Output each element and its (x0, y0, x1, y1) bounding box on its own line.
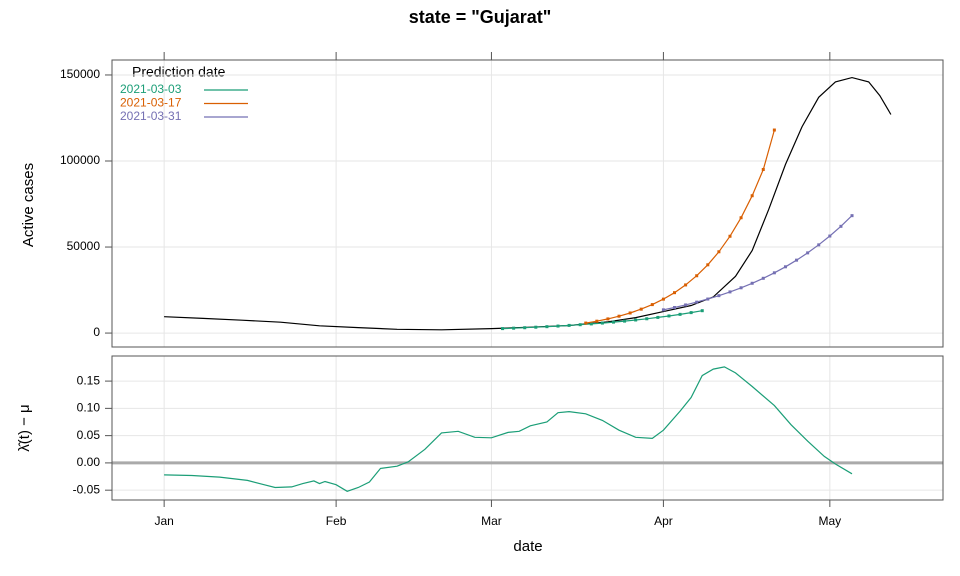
y-tick-label: 0.15 (77, 373, 101, 387)
data-point (761, 167, 765, 171)
data-point (817, 243, 821, 247)
data-point (512, 326, 516, 330)
data-point (706, 263, 710, 267)
legend-title: Prediction date (132, 64, 226, 80)
data-point (678, 312, 682, 316)
data-point (523, 326, 527, 330)
data-point (623, 319, 627, 323)
y-tick-label: 50000 (67, 239, 101, 253)
data-point (717, 250, 721, 254)
x-tick-label: Feb (326, 514, 347, 528)
y-axis-label: Active cases (20, 163, 37, 247)
series-line (164, 76, 892, 331)
x-axis-label: date (513, 538, 542, 555)
y-tick-label: -0.05 (73, 482, 101, 496)
legend-label: 2021-03-03 (120, 82, 182, 96)
data-point (645, 317, 649, 321)
legend-label: 2021-03-17 (120, 96, 182, 110)
data-point (739, 286, 743, 290)
data-point (689, 311, 693, 315)
data-point (795, 258, 799, 262)
data-point (739, 216, 743, 220)
data-point (650, 303, 654, 307)
data-point (611, 320, 615, 324)
data-point (806, 251, 810, 255)
data-point (656, 315, 660, 319)
data-point (695, 274, 699, 278)
series-line (164, 366, 853, 492)
data-point (750, 281, 754, 285)
data-point (617, 314, 621, 318)
x-tick-label: Mar (481, 514, 502, 528)
data-point (772, 128, 776, 132)
data-point (700, 309, 704, 313)
x-tick-label: Jan (154, 514, 173, 528)
data-point (673, 291, 677, 295)
data-point (534, 325, 538, 329)
data-point (661, 297, 665, 301)
data-point (772, 271, 776, 275)
data-point (567, 323, 571, 327)
data-point (578, 323, 582, 327)
y-tick-label: 0 (93, 325, 100, 339)
x-tick-label: May (818, 514, 841, 528)
plot-frame (111, 355, 944, 501)
data-point (850, 214, 854, 218)
data-point (595, 319, 599, 323)
series-line (663, 215, 853, 311)
data-point (761, 276, 765, 280)
data-point (556, 324, 560, 328)
data-point (684, 283, 688, 287)
data-point (706, 297, 710, 301)
y-tick-label: 0.00 (77, 455, 101, 469)
data-point (628, 311, 632, 315)
data-point (684, 303, 688, 307)
y-tick-label: 100000 (60, 153, 100, 167)
legend-label: 2021-03-31 (120, 109, 182, 123)
data-point (717, 294, 721, 298)
series-line (585, 129, 775, 324)
data-point (728, 290, 732, 294)
y-tick-label: 0.05 (77, 428, 101, 442)
data-point (783, 265, 787, 269)
data-point (634, 318, 638, 322)
data-point (750, 194, 754, 198)
data-point (501, 327, 505, 331)
y-axis-label: λ̂(t) − μ (16, 404, 33, 451)
data-point (695, 300, 699, 304)
data-point (545, 325, 549, 329)
data-point (584, 321, 588, 325)
data-point (673, 306, 677, 310)
plot-frame (111, 59, 944, 348)
data-point (661, 308, 665, 312)
data-point (589, 322, 593, 326)
data-point (600, 321, 604, 325)
data-point (728, 234, 732, 238)
data-point (606, 317, 610, 321)
data-point (828, 234, 832, 238)
y-tick-label: 150000 (60, 67, 100, 81)
data-point (667, 314, 671, 318)
x-tick-label: Apr (654, 514, 673, 528)
data-point (639, 307, 643, 311)
chart-title: state = "Gujarat" (409, 7, 552, 27)
data-point (839, 224, 843, 228)
y-tick-label: 0.10 (77, 401, 101, 415)
